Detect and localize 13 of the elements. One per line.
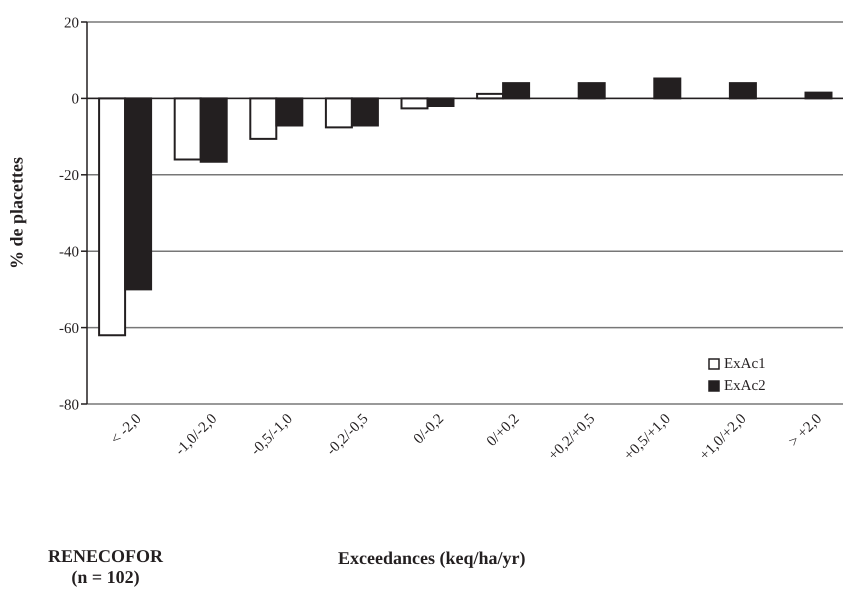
y-axis-title: % de placettes: [6, 157, 26, 269]
legend-label: ExAc2: [724, 377, 766, 396]
x-tick-label: > +2,0: [786, 410, 826, 450]
legend-label: ExAc1: [724, 355, 766, 374]
y-tick-label: 0: [72, 92, 79, 108]
y-tick-label: -20: [59, 168, 79, 184]
y-tick-label: -80: [59, 397, 79, 414]
x-tick-label: < -2,0: [108, 410, 145, 448]
y-tick-label: 20: [64, 15, 79, 32]
y-tick-label: -40: [59, 244, 79, 261]
y-tick-label: -60: [59, 320, 79, 337]
x-axis-title: Exceedances (keq/ha/yr): [338, 548, 526, 569]
text: RENECOFOR (n = 102): [48, 546, 164, 588]
